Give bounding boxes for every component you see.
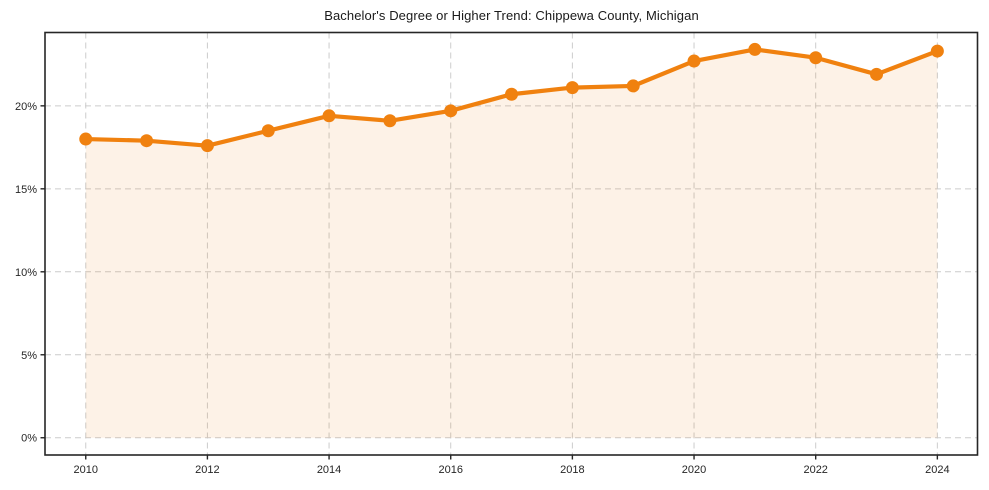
- data-point-marker: [687, 54, 701, 68]
- chart-title: Bachelor's Degree or Higher Trend: Chipp…: [324, 8, 699, 23]
- data-point-marker: [261, 124, 275, 138]
- x-tick-label: 2010: [74, 464, 98, 476]
- x-tick-label: 2012: [195, 464, 219, 476]
- data-point-marker: [565, 81, 579, 95]
- data-point-marker: [930, 44, 944, 58]
- data-point-marker: [444, 104, 458, 118]
- data-point-marker: [383, 114, 397, 128]
- y-tick-label: 20%: [15, 101, 37, 113]
- x-tick-label: 2018: [560, 464, 584, 476]
- x-tick-label: 2014: [317, 464, 341, 476]
- y-tick-label: 0%: [21, 433, 37, 445]
- y-tick-label: 5%: [21, 350, 37, 362]
- y-tick-label: 15%: [15, 184, 37, 196]
- plot-border: [44, 31, 979, 456]
- x-tick-label: 2024: [925, 464, 949, 476]
- x-tick-label: 2020: [682, 464, 706, 476]
- data-point-marker: [626, 79, 640, 93]
- data-point-marker: [140, 134, 154, 148]
- y-tick-label: 10%: [15, 267, 37, 279]
- data-point-marker: [809, 51, 823, 65]
- x-tick-label: 2016: [438, 464, 462, 476]
- x-tick-label: 2022: [803, 464, 827, 476]
- data-point-marker: [748, 42, 762, 56]
- area-fill: [85, 49, 938, 438]
- data-point-marker: [79, 132, 93, 146]
- data-point-marker: [870, 67, 884, 81]
- data-point-marker: [322, 109, 336, 123]
- data-point-marker: [505, 87, 519, 101]
- data-point-marker: [200, 139, 214, 153]
